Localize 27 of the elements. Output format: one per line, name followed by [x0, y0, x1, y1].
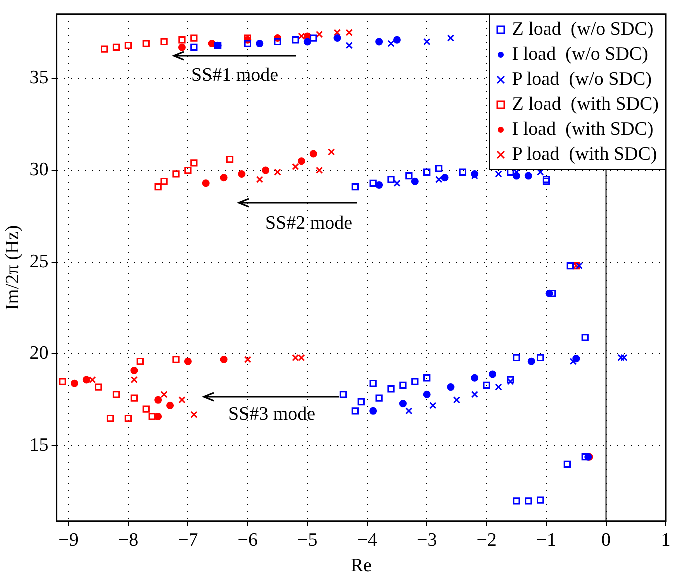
legend-label: I load (w/o SDC) — [512, 43, 648, 68]
x-tick-label: −9 — [58, 530, 79, 551]
legend-label: P load (with SDC) — [512, 143, 658, 168]
y-axis-title: Im/2π (Hz) — [2, 225, 24, 310]
x-tick-label: −5 — [298, 530, 318, 551]
x-tick-label: −2 — [476, 530, 497, 551]
x-tick-label: −7 — [178, 530, 198, 551]
x-tick-label: −8 — [118, 530, 139, 551]
annotation: SS#1 mode — [191, 65, 279, 87]
y-tick-label: 30 — [30, 160, 49, 181]
y-tick-label: 20 — [30, 343, 49, 364]
y-tick-label: 35 — [30, 68, 49, 89]
legend-label: P load (w/o SDC) — [512, 68, 652, 92]
x-tick-label: 0 — [602, 530, 612, 551]
x-tick-label: −6 — [238, 530, 258, 551]
legend-label: Z load (w/o SDC) — [512, 18, 654, 42]
annotation: SS#2 mode — [265, 213, 353, 235]
y-tick-label: 25 — [30, 251, 49, 272]
x-tick-label: −3 — [416, 530, 438, 551]
x-tick-label: 1 — [661, 530, 671, 551]
legend-label: Z load (with SDC) — [512, 93, 659, 118]
x-tick-label: −4 — [357, 530, 378, 551]
annotation: SS#3 mode — [228, 404, 316, 426]
x-axis-title: Re — [350, 556, 372, 577]
legend-label: I load (with SDC) — [512, 118, 654, 142]
y-tick-label: 15 — [30, 435, 49, 456]
x-tick-label: −1 — [536, 530, 557, 551]
